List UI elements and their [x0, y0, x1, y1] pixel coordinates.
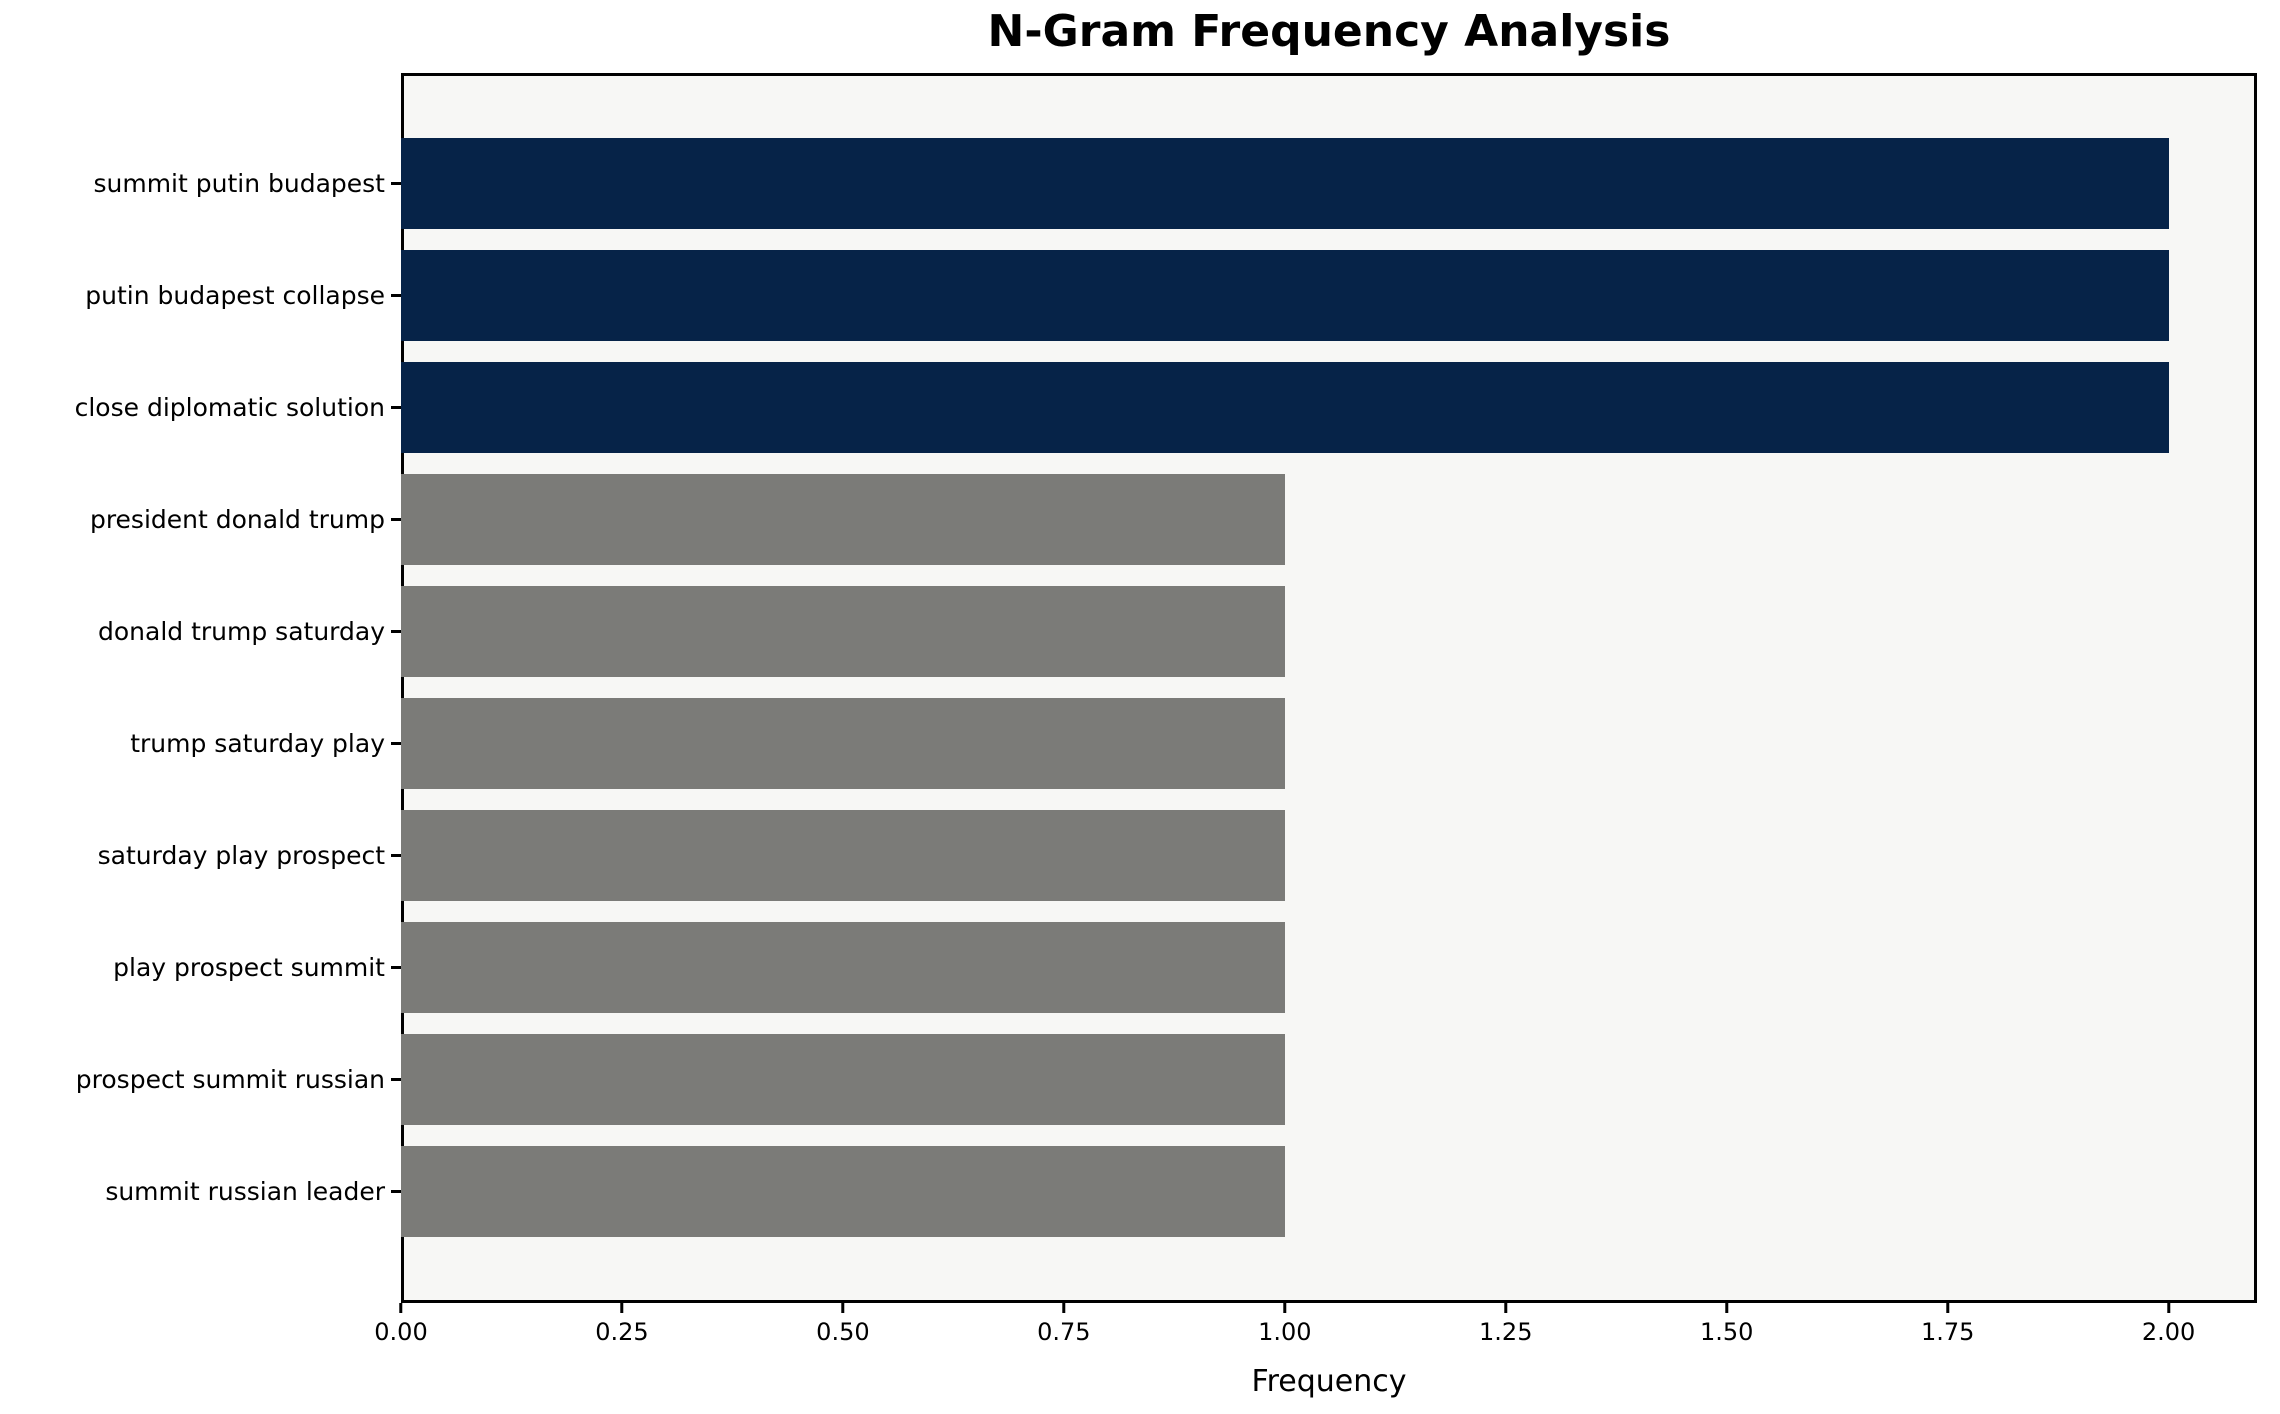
frequency-bar — [401, 1033, 1285, 1125]
bar-row: trump saturday play — [0, 687, 2257, 799]
x-tick-mark — [841, 1303, 845, 1313]
bar-row: putin budapest collapse — [0, 239, 2257, 351]
y-tick-mark — [391, 293, 401, 297]
x-tick-label: 0.25 — [595, 1318, 649, 1346]
x-tick-mark — [399, 1303, 403, 1313]
y-tick-mark — [391, 741, 401, 745]
x-tick: 0.00 — [374, 1303, 428, 1346]
x-tick-label: 0.75 — [1037, 1318, 1091, 1346]
y-tick-mark — [391, 517, 401, 521]
y-tick-label: putin budapest collapse — [85, 280, 385, 310]
y-tick-label: close diplomatic solution — [74, 392, 385, 422]
x-tick-label: 0.00 — [374, 1318, 428, 1346]
y-tick-mark — [391, 405, 401, 409]
x-tick-label: 2.00 — [2141, 1318, 2196, 1346]
y-tick-label: prospect summit russian — [75, 1064, 385, 1094]
y-tick-label: saturday play prospect — [97, 840, 385, 870]
bar-row: play prospect summit — [0, 911, 2257, 1023]
x-tick-mark — [1946, 1303, 1950, 1313]
x-tick-mark — [1725, 1303, 1729, 1313]
frequency-bar — [401, 473, 1285, 565]
y-tick-mark — [391, 965, 401, 969]
x-tick: 2.00 — [2142, 1303, 2195, 1346]
bar-rows-container: summit putin budapest putin budapest coll… — [0, 127, 2257, 1247]
bar-row: summit putin budapest — [0, 127, 2257, 239]
x-tick: 1.50 — [1700, 1303, 1753, 1346]
frequency-bar — [401, 361, 2169, 453]
y-tick-label: donald trump saturday — [98, 616, 385, 646]
y-tick-mark — [391, 1189, 401, 1193]
chart-title: N-Gram Frequency Analysis — [987, 6, 1671, 57]
frequency-bar — [401, 809, 1285, 901]
frequency-bar — [401, 921, 1285, 1013]
x-tick-label: 1.00 — [1258, 1318, 1312, 1346]
y-tick-mark — [391, 629, 401, 633]
x-tick: 1.00 — [1258, 1303, 1312, 1346]
y-tick-label: summit russian leader — [105, 1176, 385, 1206]
x-tick: 0.25 — [595, 1303, 649, 1346]
bar-row: donald trump saturday — [0, 575, 2257, 687]
x-tick-label: 1.75 — [1920, 1318, 1975, 1346]
x-tick-mark — [1283, 1303, 1287, 1313]
bar-row: summit russian leader — [0, 1135, 2257, 1247]
y-tick-mark — [391, 181, 401, 185]
x-tick-mark — [2167, 1303, 2171, 1313]
x-tick-label: 1.50 — [1699, 1318, 1754, 1346]
frequency-bar — [401, 585, 1285, 677]
x-axis-title: Frequency — [1251, 1364, 1407, 1399]
x-tick: 0.50 — [816, 1303, 870, 1346]
y-tick-mark — [391, 1077, 401, 1081]
bar-row: saturday play prospect — [0, 799, 2257, 911]
y-tick-mark — [391, 853, 401, 857]
y-tick-label: trump saturday play — [130, 728, 385, 758]
x-tick-mark — [620, 1303, 624, 1313]
x-tick-label: 0.50 — [816, 1318, 870, 1346]
y-tick-label: president donald trump — [89, 504, 385, 534]
frequency-bar — [401, 1145, 1285, 1237]
x-tick-mark — [1062, 1303, 1066, 1313]
x-tick-mark — [1504, 1303, 1508, 1313]
bar-row: close diplomatic solution — [0, 351, 2257, 463]
frequency-bar — [401, 249, 2169, 341]
bar-row: president donald trump — [0, 463, 2257, 575]
x-tick: 1.75 — [1921, 1303, 1974, 1346]
x-tick-label: 1.25 — [1479, 1318, 1533, 1346]
frequency-bar — [401, 137, 2169, 229]
y-tick-label: play prospect summit — [113, 952, 385, 982]
x-tick: 1.25 — [1479, 1303, 1532, 1346]
frequency-bar — [401, 697, 1285, 789]
bar-row: prospect summit russian — [0, 1023, 2257, 1135]
x-tick: 0.75 — [1037, 1303, 1091, 1346]
y-tick-label: summit putin budapest — [93, 168, 385, 198]
